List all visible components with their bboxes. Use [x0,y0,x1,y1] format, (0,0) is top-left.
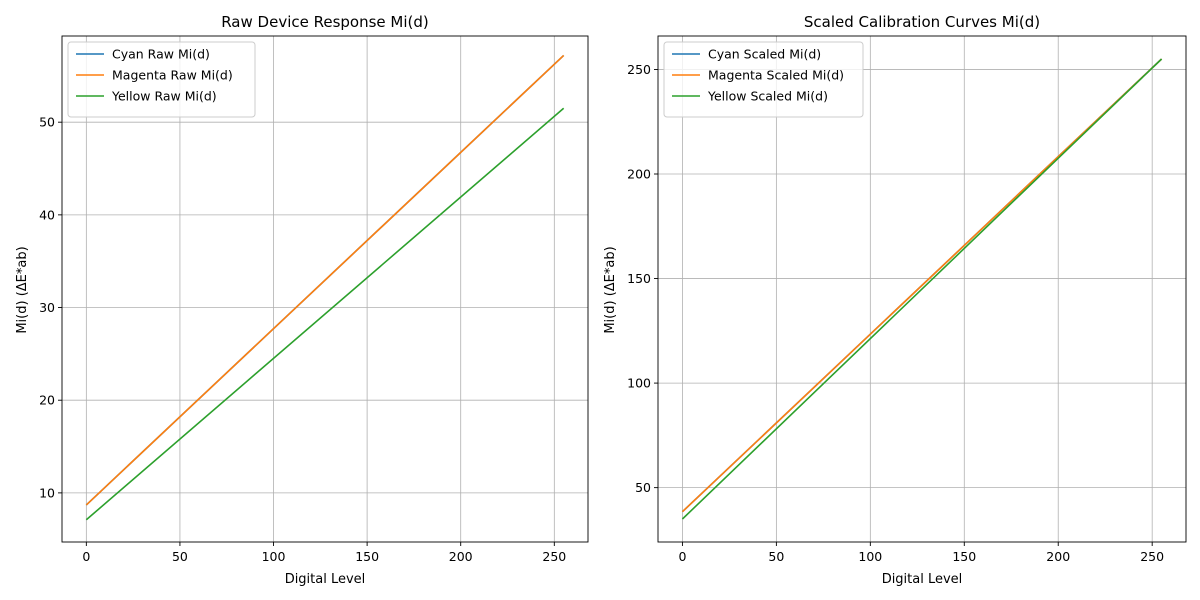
series-line-yellow [682,59,1161,519]
legend-label: Magenta Raw Mi(d) [112,68,233,83]
legend-label: Cyan Scaled Mi(d) [708,47,821,62]
legend-label: Yellow Raw Mi(d) [111,89,217,104]
y-tick-label: 250 [627,62,651,77]
axis-ticks: 0 50 100 150 200 250 10 20 30 40 50 [39,115,566,564]
x-tick-label: 100 [858,549,882,564]
y-tick-label: 20 [39,393,55,408]
series-line-magenta [86,55,563,504]
chart-panel-scaled: Scaled Calibration Curves Mi(d) Digital … [603,13,1186,587]
x-tick-label: 0 [678,549,686,564]
x-tick-label: 100 [262,549,286,564]
y-tick-label: 150 [627,271,651,286]
legend: Cyan Scaled Mi(d) Magenta Scaled Mi(d) Yel… [664,42,863,117]
y-tick-label: 30 [39,300,55,315]
y-tick-label: 40 [39,207,55,222]
x-tick-label: 200 [449,549,473,564]
y-tick-label: 200 [627,167,651,182]
x-tick-label: 150 [952,549,976,564]
chart-title: Raw Device Response Mi(d) [221,13,429,31]
y-axis-label: Mi(d) (ΔE*ab) [603,246,618,333]
x-tick-label: 200 [1046,549,1070,564]
x-axis-label: Digital Level [882,572,963,587]
legend: Cyan Raw Mi(d) Magenta Raw Mi(d) Yellow Ra… [68,42,255,117]
chart-panel-raw: Raw Device Response Mi(d) Digital Level … [15,13,588,587]
series-line-yellow [86,108,563,519]
series-lines [682,59,1161,519]
chart-title: Scaled Calibration Curves Mi(d) [804,13,1040,31]
y-axis-label: Mi(d) (ΔE*ab) [15,246,30,333]
x-tick-label: 50 [768,549,784,564]
y-tick-label: 100 [627,376,651,391]
x-tick-label: 0 [82,549,90,564]
y-tick-label: 50 [635,480,651,495]
series-lines [86,55,563,519]
x-axis-label: Digital Level [285,572,366,587]
y-tick-label: 10 [39,485,55,500]
x-tick-label: 50 [172,549,188,564]
x-tick-label: 250 [1140,549,1164,564]
legend-label: Yellow Scaled Mi(d) [707,89,828,104]
y-tick-label: 50 [39,115,55,130]
legend-label: Magenta Scaled Mi(d) [708,68,844,83]
legend-label: Cyan Raw Mi(d) [112,47,210,62]
x-tick-label: 250 [542,549,566,564]
x-tick-label: 150 [355,549,379,564]
